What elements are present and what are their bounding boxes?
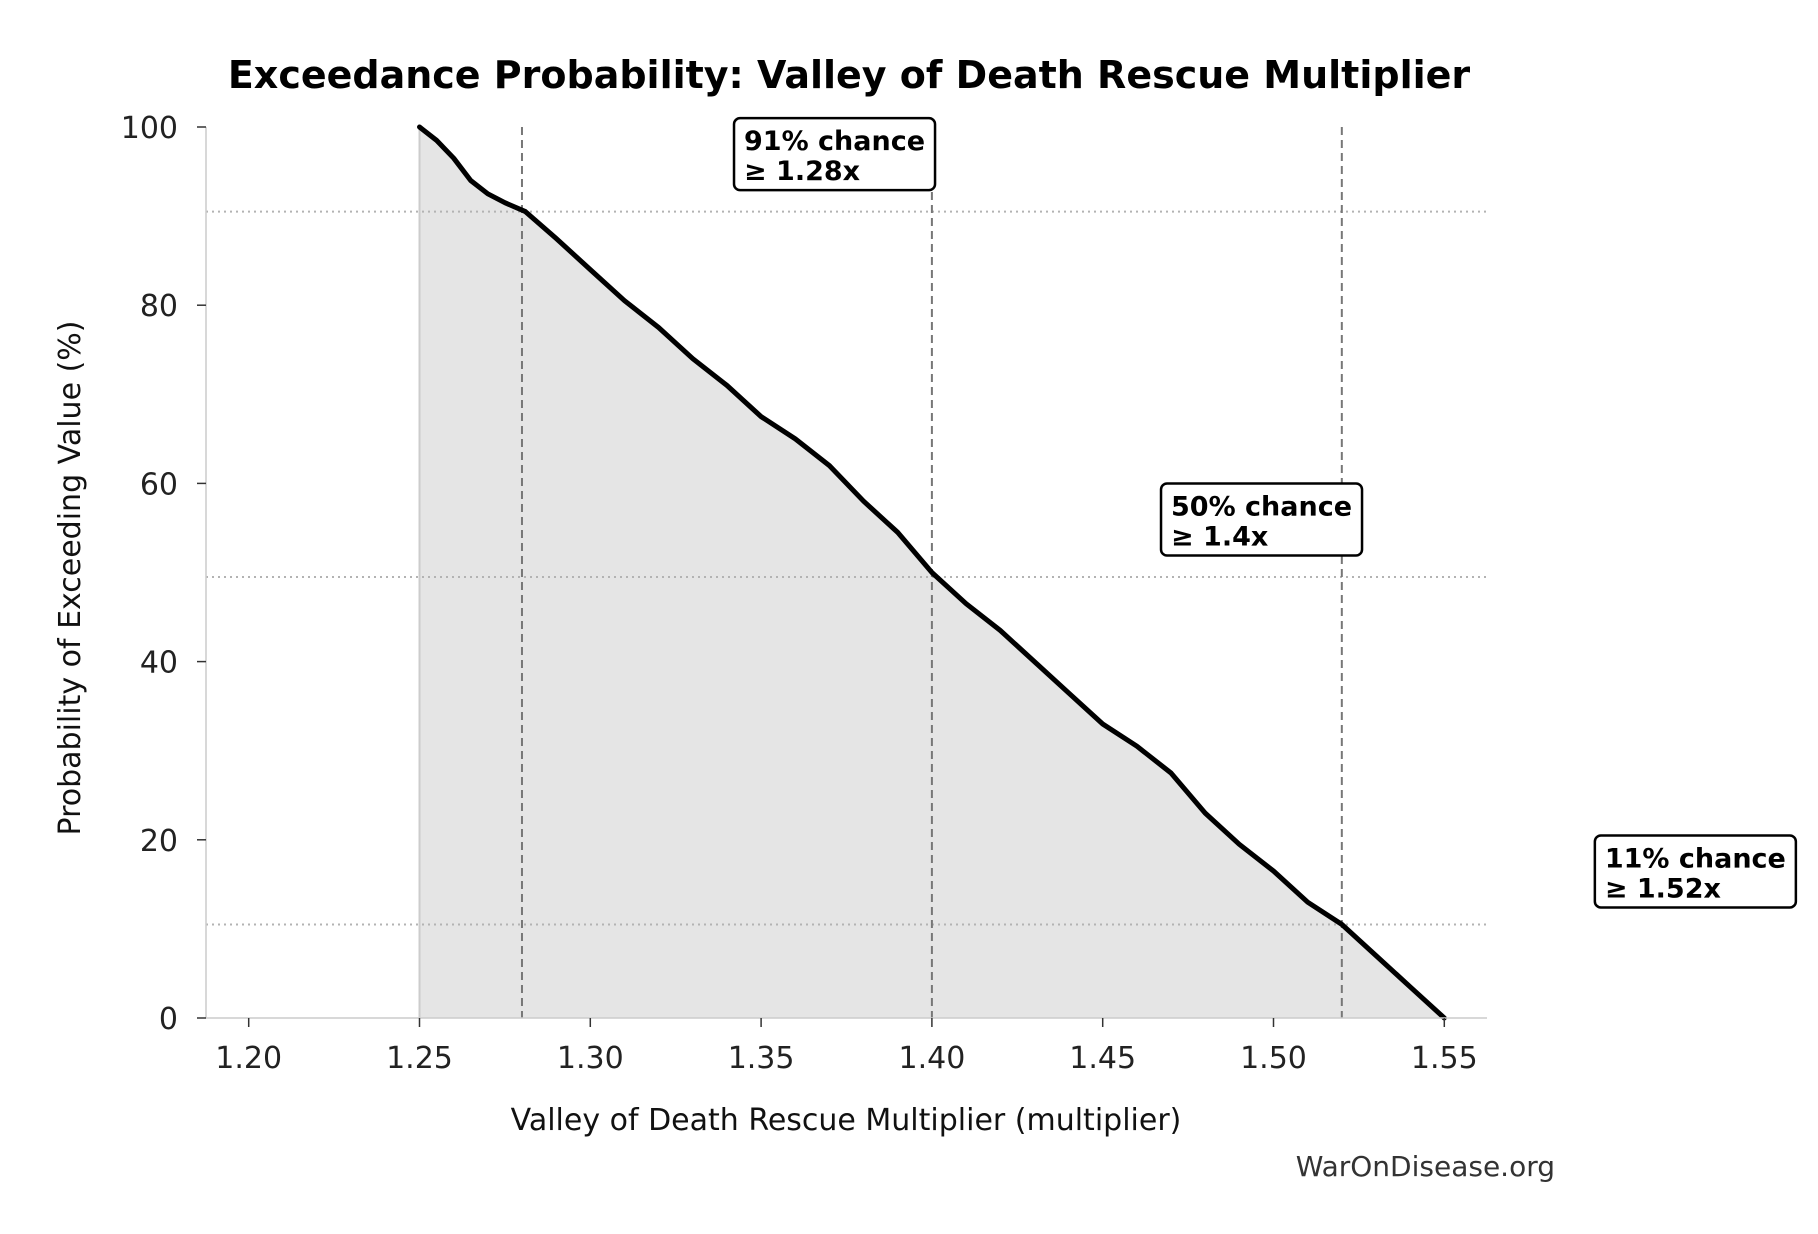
annotation-line2: ≥ 1.28x bbox=[744, 156, 860, 187]
plot-area bbox=[206, 124, 1487, 1021]
y-tick-label: 20 bbox=[140, 824, 178, 859]
annotation: 91% chance≥ 1.28x bbox=[732, 116, 937, 192]
y-axis-ticks: 0 20 40 60 80 100 bbox=[121, 111, 206, 1037]
x-tick-label: 1.20 bbox=[215, 1041, 282, 1076]
watermark: WarOnDisease.org bbox=[1296, 1150, 1555, 1183]
annotation-line1: 91% chance bbox=[744, 126, 925, 157]
x-tick-label: 1.45 bbox=[1069, 1041, 1136, 1076]
y-tick-label: 80 bbox=[140, 289, 178, 324]
chart-title: Exceedance Probability: Valley of Death … bbox=[228, 53, 1471, 97]
axes: 1.20 1.25 1.30 1.35 1.40 1.45 1.50 1.55 0 20 40 60… bbox=[121, 111, 1487, 1076]
y-tick-label: 40 bbox=[140, 646, 178, 681]
x-tick-label: 1.55 bbox=[1411, 1041, 1478, 1076]
annotation-line2: ≥ 1.4x bbox=[1171, 521, 1268, 552]
y-axis-label: Probability of Exceeding Value (%) bbox=[53, 321, 88, 836]
y-tick-label: 100 bbox=[121, 111, 178, 146]
annotation: 11% chance≥ 1.52x bbox=[1593, 834, 1798, 909]
x-axis-label: Valley of Death Rescue Multiplier (multi… bbox=[511, 1103, 1182, 1138]
annotations: 91% chance≥ 1.28x 50% chance≥ 1.4x 11% cha… bbox=[732, 116, 1798, 909]
annotation-box bbox=[1593, 834, 1798, 909]
x-tick-label: 1.50 bbox=[1240, 1041, 1307, 1076]
annotation-line2: ≥ 1.52x bbox=[1605, 873, 1721, 904]
x-tick-label: 1.40 bbox=[899, 1041, 966, 1076]
x-tick-label: 1.35 bbox=[728, 1041, 795, 1076]
y-tick-label: 0 bbox=[159, 1002, 178, 1037]
annotation-box bbox=[1159, 482, 1364, 557]
x-axis-ticks: 1.20 1.25 1.30 1.35 1.40 1.45 1.50 1.55 bbox=[215, 1018, 1478, 1076]
y-tick-label: 60 bbox=[140, 467, 178, 502]
annotation: 50% chance≥ 1.4x bbox=[1159, 482, 1364, 557]
x-tick-label: 1.25 bbox=[386, 1041, 453, 1076]
annotation-line1: 11% chance bbox=[1605, 843, 1786, 874]
exceedance-curve bbox=[417, 124, 1447, 1021]
annotation-box bbox=[732, 116, 937, 192]
x-tick-label: 1.30 bbox=[557, 1041, 624, 1076]
annotation-line1: 50% chance bbox=[1171, 491, 1352, 522]
